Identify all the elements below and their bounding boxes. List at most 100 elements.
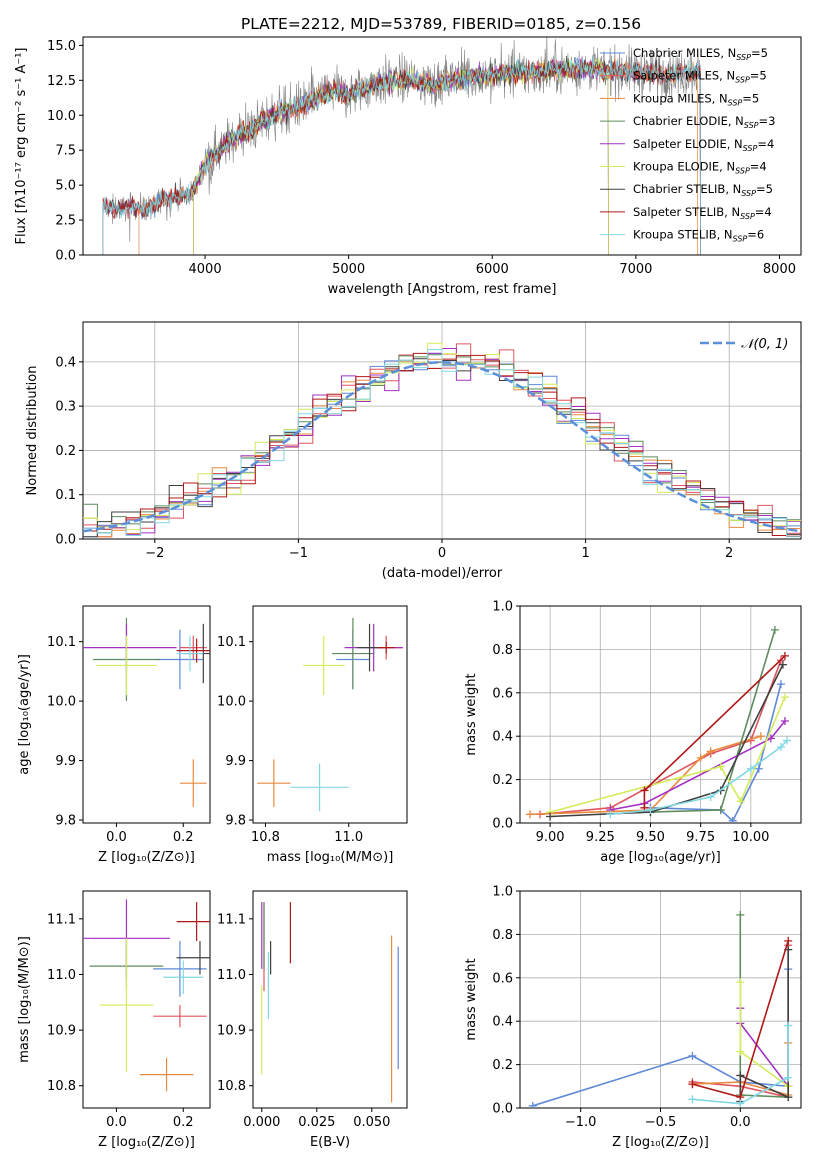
- y-tick-label: 0.2: [55, 444, 76, 459]
- mass-vs-metallicity-panel: 0.0 0.2 10.8 10.9 11.0 11.1 Z [log₁₀(Z/Z⊙)] mas…: [17, 890, 211, 1150]
- weight-marker: [716, 762, 725, 771]
- y-tick-label: 0.4: [492, 1015, 513, 1030]
- weight-marker: [546, 812, 555, 821]
- y-tick-label: 7.5: [55, 144, 76, 159]
- y-tick-label: 0.2: [492, 1058, 513, 1073]
- x-tick-label: 10.00: [732, 830, 769, 845]
- y-tick-label: 1.0: [492, 600, 513, 615]
- age-vs-metallicity-panel: 0.0 0.2 9.8 9.9 10.0 10.1 Z [log₁₀(Z/Z⊙)] age […: [17, 605, 211, 865]
- x-axis-label: age [log₁₀(age/yr)]: [600, 850, 721, 865]
- axes-frame: [82, 605, 211, 824]
- legend-label-8: Kroupa STELIB, NSSP=6: [633, 228, 764, 244]
- weight-marker: [756, 732, 765, 741]
- weight-marker: [776, 680, 785, 689]
- spectrum-panel: 4000 5000 6000 7000 8000 0.0 2.5 5.0 7.5 10.0 12.5…: [14, 36, 802, 297]
- x-tick-label: 10.8: [251, 830, 280, 845]
- residuals-histogram-panel: −2 −1 0 1 2 0.0 0.1 0.2 0.3 0.4 (data-model)/error…: [25, 321, 802, 581]
- weight-marker: [784, 1093, 793, 1102]
- weight-marker: [528, 1101, 537, 1108]
- y-tick-label: 0.8: [492, 928, 513, 943]
- x-tick-label: 0.0: [106, 1115, 127, 1130]
- weight-marker: [780, 693, 789, 702]
- y-tick-label: 10.8: [47, 1079, 76, 1094]
- y-axis-label: age [log₁₀(age/yr)]: [17, 654, 32, 775]
- x-axis-label: Z [log₁₀(Z/Z⊙)]: [612, 1135, 709, 1150]
- x-tick-label: 9.25: [586, 830, 615, 845]
- x-tick-label: 0.050: [353, 1115, 390, 1130]
- mass_vs_ebv-plot-area: [261, 902, 399, 1103]
- y-tick-label: 15.0: [47, 39, 76, 54]
- y-tick-label: 0.4: [55, 355, 76, 370]
- legend-label-4: Salpeter ELODIE, NSSP=4: [633, 137, 774, 153]
- weight-line-5: [739, 982, 790, 1098]
- weight-marker: [706, 792, 715, 801]
- weight-marker: [746, 764, 755, 773]
- x-tick-label: 11.0: [334, 830, 363, 845]
- weight-line-6: [550, 664, 784, 818]
- y-tick-label: 1.0: [492, 885, 513, 900]
- axes-frame: [519, 605, 802, 824]
- legend-label-6: Chabrier STELIB, NSSP=5: [633, 182, 773, 198]
- weight-line-8: [610, 739, 788, 816]
- weight-marker: [688, 1080, 697, 1089]
- weight-marker: [736, 1047, 745, 1056]
- y-axis-label: mass [log₁₀(M/M⊙)]: [17, 936, 32, 1063]
- x-axis-label: (data-model)/error: [382, 566, 503, 581]
- x-tick-label: 2: [725, 546, 733, 561]
- legend-normal-label: 𝒩(0, 1): [741, 337, 788, 352]
- y-tick-label: 9.8: [55, 814, 76, 829]
- x-tick-label: 0: [438, 546, 446, 561]
- x-tick-label: 0.0: [730, 1115, 751, 1130]
- y-tick-label: 10.0: [47, 109, 76, 124]
- x-tick-label: 9.00: [536, 830, 565, 845]
- x-axis-label: Z [log₁₀(Z/Z⊙)]: [98, 850, 195, 865]
- weight-marker: [526, 810, 535, 819]
- y-tick-label: 9.9: [55, 754, 76, 769]
- weight-marker: [736, 797, 745, 806]
- y-tick-label: 2.5: [55, 214, 76, 229]
- x-axis-label: E(B-V): [310, 1135, 350, 1150]
- x-tick-label: 0.000: [243, 1115, 280, 1130]
- weight-marker: [776, 743, 785, 752]
- weight-marker: [736, 1099, 745, 1108]
- y-tick-label: 0.0: [55, 249, 76, 264]
- y-axis-label: Flux [fλ10⁻¹⁷ erg cm⁻² s⁻¹ A⁻¹]: [14, 48, 29, 245]
- weights_vs_age-plot-area: [526, 625, 791, 823]
- weight-marker: [696, 753, 705, 762]
- weight-marker: [782, 736, 791, 745]
- weight-marker: [646, 805, 655, 814]
- weights_vs_Z-plot-area: [528, 910, 793, 1108]
- observed-spectrum-line: [102, 37, 701, 242]
- weight-marker: [778, 660, 787, 669]
- x-axis-label: Z [log₁₀(Z/Z⊙)]: [98, 1135, 195, 1150]
- x-axis-label: mass [log₁₀(M/M⊙)]: [267, 850, 394, 865]
- mass-weight-vs-age-panel: 9.00 9.25 9.50 9.75 10.00 0.0 0.2 0.4 0.6 0.8 1.0 a…: [464, 600, 802, 865]
- y-tick-label: 11.1: [47, 912, 76, 927]
- y-tick-label: 0.8: [492, 643, 513, 658]
- x-tick-label: −1.0: [565, 1115, 597, 1130]
- y-tick-label: 0.1: [55, 488, 76, 503]
- y-tick-label: 5.0: [55, 179, 76, 194]
- weight-line-6: [739, 949, 790, 1102]
- y-tick-label: 10.1: [47, 635, 76, 650]
- age_vs_Z-plot-area: [83, 617, 210, 807]
- normal-distribution-curve: [83, 361, 801, 533]
- y-tick-label: 11.1: [217, 912, 246, 927]
- weight-marker: [736, 1071, 745, 1080]
- axes-frame: [82, 890, 211, 1109]
- y-axis-label: mass weight: [464, 958, 479, 1040]
- weight-line-5: [549, 696, 786, 813]
- weight-line-8: [692, 1025, 790, 1105]
- figure-title: PLATE=2212, MJD=53789, FIBERID=0185, z=0…: [241, 15, 641, 33]
- weight-marker: [784, 936, 793, 945]
- weight-marker: [688, 1051, 697, 1060]
- axes-frame: [82, 36, 802, 256]
- y-tick-label: 0.2: [492, 773, 513, 788]
- axes-frame: [252, 605, 408, 824]
- y-tick-label: 10.9: [217, 1024, 246, 1039]
- x-tick-label: 0.2: [173, 1115, 194, 1130]
- weight-marker: [716, 805, 725, 814]
- weight-marker: [736, 910, 745, 919]
- x-tick-label: 9.50: [636, 830, 665, 845]
